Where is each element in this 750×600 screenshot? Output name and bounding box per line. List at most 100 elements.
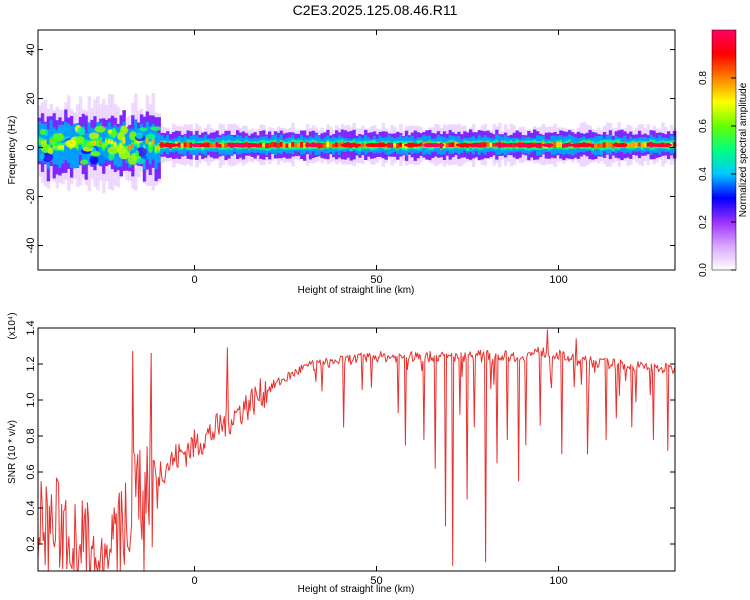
spectrogram-cell xyxy=(259,142,263,148)
spectrogram-cell xyxy=(495,142,499,147)
spectrogram-blob xyxy=(97,155,106,165)
spectrogram-cell xyxy=(151,138,156,145)
spectrogram-cell xyxy=(402,143,406,148)
spectrogram-cell xyxy=(212,143,217,148)
spectrogram-blob xyxy=(135,149,140,158)
spectrogram-cell xyxy=(107,139,112,144)
spectrogram-cell xyxy=(419,142,423,147)
spectrogram-cell xyxy=(43,140,48,146)
spectrogram-cell xyxy=(390,142,394,148)
spectrogram-cell xyxy=(96,140,100,147)
spectrogram-peak xyxy=(618,143,628,148)
spectrogram-cell xyxy=(75,142,80,149)
spectrogram-cell xyxy=(337,142,342,148)
spectrogram-blob xyxy=(50,139,59,145)
spectrogram-cell xyxy=(602,142,607,148)
spectrogram-cell xyxy=(224,143,228,148)
spectrogram-cell xyxy=(294,143,298,147)
snr-panel: 0 50 100 0.2 0.4 0.6 0.8 1.0 1.2 1.4 Height of s… xyxy=(7,312,676,595)
spectrogram-cell xyxy=(489,142,493,147)
spectrogram-cell xyxy=(215,141,220,148)
spectrogram-cell xyxy=(180,143,185,148)
spectrogram-y-axis-label: Frequency (Hz) xyxy=(7,116,18,185)
spectrogram-peak xyxy=(532,143,544,148)
spectrogram-cell xyxy=(643,142,648,147)
spectrogram-blob xyxy=(80,159,89,165)
spectrogram-blob xyxy=(107,146,119,155)
spectrogram-blob xyxy=(107,129,113,134)
spectrogram-cell xyxy=(291,142,295,147)
spectrogram-cell xyxy=(113,142,118,148)
snr-y-tick-label: 1.4 xyxy=(25,320,37,335)
spectrogram-cell xyxy=(393,143,397,147)
spectrogram-panel: 0 50 100 -40 -20 0 20 40 Height of straight li… xyxy=(7,29,677,296)
spectrogram-blob xyxy=(88,132,100,140)
spectrogram-cell xyxy=(285,143,289,148)
spectrogram-cell xyxy=(93,140,97,146)
spectrogram-frame xyxy=(37,29,676,271)
spectrogram-y-tick-label: 40 xyxy=(25,43,37,55)
spectrogram-cell xyxy=(273,142,278,148)
colorbar-tick-label: 0.2 xyxy=(698,215,709,229)
spectrogram-cell xyxy=(154,146,158,152)
spectrogram-cell xyxy=(509,143,514,148)
snr-x-tick-label: 0 xyxy=(191,575,197,587)
spectrogram-cell xyxy=(282,142,287,149)
snr-y-tick-label: 1.0 xyxy=(25,392,37,407)
spectrogram-cell xyxy=(335,142,339,148)
snr-y-multiplier: (x10⁴) xyxy=(7,312,18,339)
spectrogram-cell xyxy=(649,142,653,148)
spectrogram-cell xyxy=(608,142,613,147)
spectrogram-cell xyxy=(387,142,391,148)
spectrogram-cell xyxy=(110,140,115,145)
spectrogram-cell xyxy=(486,142,490,147)
colorbar-gradient xyxy=(711,29,737,271)
spectrogram-blob xyxy=(139,127,148,132)
spectrogram-cell xyxy=(99,140,103,145)
colorbar-tick-label: 0.0 xyxy=(698,263,709,277)
spectrogram-blob xyxy=(136,157,145,165)
spectrogram-cell xyxy=(605,142,610,147)
spectrogram-y-tick-label: 20 xyxy=(25,92,37,104)
spectrogram-blob xyxy=(75,135,85,144)
spectrogram-cell xyxy=(137,141,141,147)
spectrogram-cell xyxy=(326,141,330,148)
spectrogram-cell xyxy=(189,142,193,148)
spectrogram-blob xyxy=(111,128,117,139)
spectrogram-blob xyxy=(135,132,144,139)
spectrogram-cell xyxy=(323,142,327,149)
spectrogram-x-ticks: 0 50 100 xyxy=(191,30,568,286)
snr-x-tick-label: 100 xyxy=(549,575,567,587)
colorbar-tick-label: 0.4 xyxy=(698,167,709,181)
spectrogram-blob xyxy=(89,155,99,165)
colorbar-ticks: 0.0 0.2 0.4 0.6 0.8 xyxy=(698,71,736,277)
spectrogram-cell xyxy=(218,144,222,148)
spectrogram-blob xyxy=(77,127,86,136)
snr-x-axis-label: Height of straight line (km) xyxy=(298,584,415,595)
spectrogram-blob xyxy=(118,150,131,160)
spectrogram-cell xyxy=(122,137,126,144)
spectrogram-peak xyxy=(304,143,322,148)
spectrogram-cell xyxy=(399,142,403,147)
spectrogram-cell xyxy=(268,143,272,148)
spectrogram-cell xyxy=(600,143,604,148)
colorbar: 0.0 0.2 0.4 0.6 0.8 Normalized spectral ampl… xyxy=(698,29,749,277)
spectrogram-cell xyxy=(40,140,45,145)
spectrogram-peak xyxy=(340,143,362,148)
spectrogram-cell xyxy=(134,140,138,144)
spectrogram-peak xyxy=(365,143,380,148)
spectrogram-cell xyxy=(635,142,639,148)
snr-y-tick-label: 0.6 xyxy=(25,464,37,479)
spectrogram-cell xyxy=(221,142,225,147)
spectrogram-cell xyxy=(329,143,333,147)
snr-series-line xyxy=(37,329,676,572)
spectrogram-peak xyxy=(514,143,536,148)
spectrogram-peak xyxy=(577,143,592,148)
spectrogram-y-tick-label: 0 xyxy=(25,144,37,150)
spectrogram-cell xyxy=(38,138,42,144)
spectrogram-blob xyxy=(52,133,59,142)
spectrogram-cell xyxy=(445,142,450,147)
spectrogram-blob xyxy=(57,145,65,150)
spectrogram-blob xyxy=(148,144,153,153)
